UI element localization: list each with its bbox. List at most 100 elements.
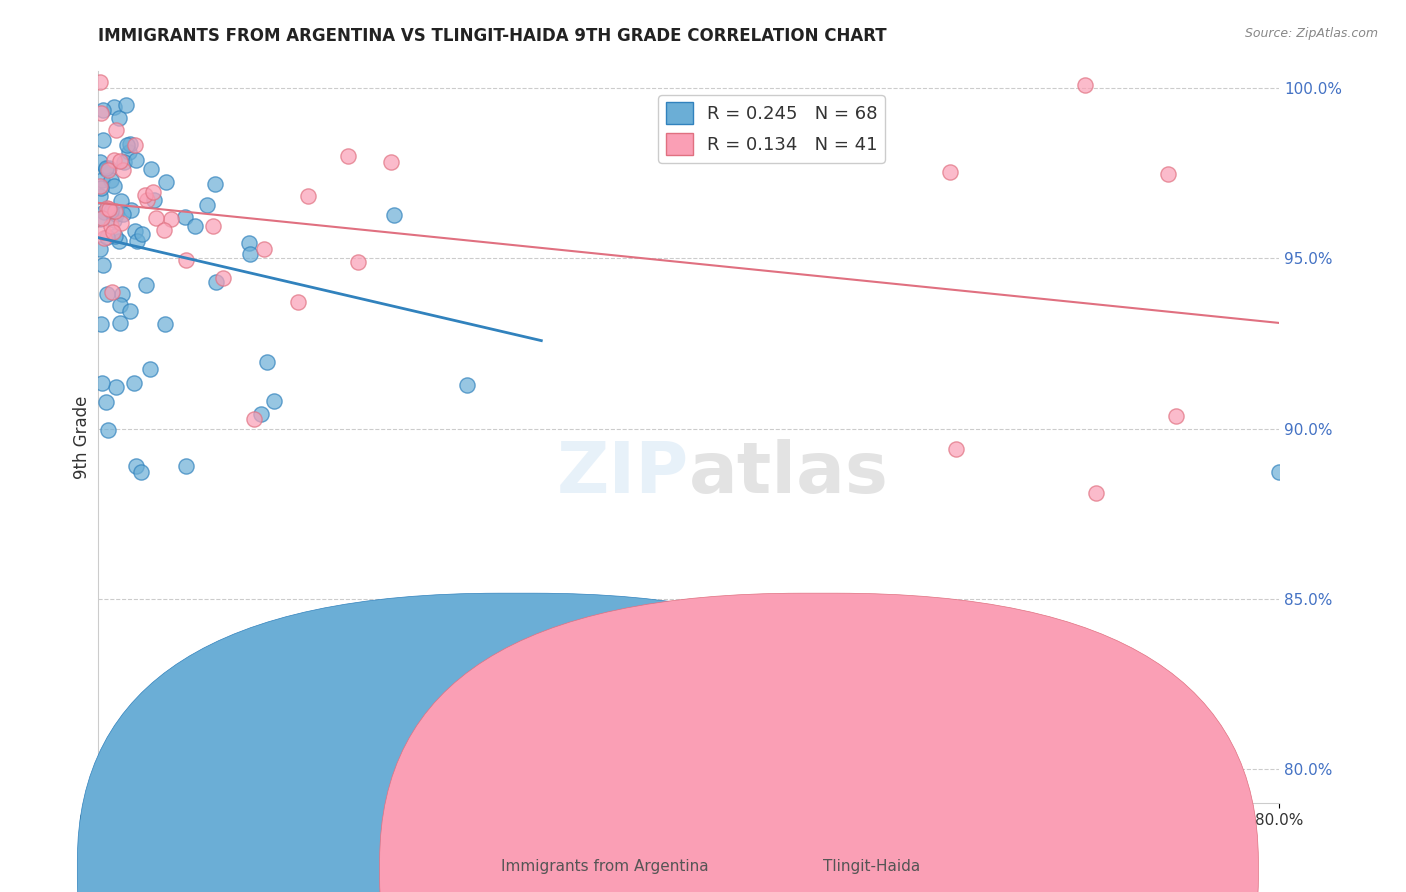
Point bbox=[93, 204, 115, 219]
Point bbox=[250, 407, 273, 421]
Point bbox=[125, 458, 148, 473]
Point bbox=[238, 235, 260, 250]
Point bbox=[97, 161, 120, 175]
Point bbox=[108, 316, 131, 330]
Point bbox=[91, 225, 114, 239]
Point bbox=[212, 270, 235, 285]
Point bbox=[103, 179, 125, 194]
Point bbox=[239, 247, 262, 261]
Point bbox=[91, 211, 114, 225]
Point bbox=[111, 286, 134, 301]
Point bbox=[97, 202, 120, 217]
Point bbox=[104, 229, 127, 244]
Point bbox=[108, 153, 131, 168]
Point bbox=[1268, 465, 1291, 479]
Point bbox=[97, 423, 120, 437]
Point bbox=[1074, 78, 1097, 92]
Point bbox=[135, 277, 157, 292]
Point bbox=[127, 234, 149, 248]
Point bbox=[91, 133, 114, 147]
Point bbox=[382, 208, 405, 222]
Point bbox=[89, 75, 111, 89]
Point bbox=[263, 393, 285, 408]
Point bbox=[112, 207, 135, 221]
Point bbox=[89, 212, 111, 227]
Point bbox=[120, 136, 142, 151]
Point bbox=[131, 227, 153, 241]
Point bbox=[174, 459, 197, 474]
Point bbox=[89, 179, 111, 194]
Point bbox=[131, 465, 153, 479]
Point bbox=[108, 111, 131, 125]
Point bbox=[90, 106, 112, 120]
Point bbox=[110, 217, 132, 231]
Point bbox=[195, 198, 218, 212]
Point bbox=[118, 304, 141, 318]
Text: Tlingit-Haida: Tlingit-Haida bbox=[823, 859, 921, 874]
Point bbox=[89, 317, 111, 331]
Point bbox=[142, 185, 165, 199]
Point bbox=[124, 138, 146, 153]
Point bbox=[103, 153, 125, 167]
Point bbox=[118, 145, 141, 159]
Point bbox=[93, 231, 115, 245]
Point bbox=[153, 317, 176, 331]
Point bbox=[184, 219, 207, 233]
Point bbox=[105, 122, 128, 136]
Point bbox=[104, 207, 127, 221]
Point bbox=[141, 161, 163, 176]
Point bbox=[89, 242, 111, 256]
Point bbox=[103, 213, 125, 227]
Point bbox=[101, 285, 124, 299]
Point bbox=[89, 154, 111, 169]
Point bbox=[159, 211, 181, 226]
Point bbox=[173, 211, 195, 225]
Point bbox=[104, 380, 127, 394]
Point bbox=[1157, 167, 1180, 181]
Point bbox=[939, 165, 962, 179]
Point bbox=[107, 234, 129, 248]
Point bbox=[96, 286, 118, 301]
Point bbox=[91, 376, 114, 390]
Point bbox=[145, 211, 167, 225]
Point bbox=[103, 225, 125, 239]
Point bbox=[155, 175, 177, 189]
Point bbox=[96, 230, 118, 244]
Point bbox=[142, 194, 165, 208]
Point bbox=[112, 155, 135, 169]
Text: Source: ZipAtlas.com: Source: ZipAtlas.com bbox=[1244, 27, 1378, 40]
Point bbox=[136, 194, 159, 208]
Point bbox=[134, 188, 156, 202]
Legend: R = 0.245   N = 68, R = 0.134   N = 41: R = 0.245 N = 68, R = 0.134 N = 41 bbox=[658, 95, 884, 162]
Point bbox=[242, 411, 264, 425]
Point bbox=[202, 219, 225, 234]
Text: Immigrants from Argentina: Immigrants from Argentina bbox=[501, 859, 709, 874]
Point bbox=[287, 295, 309, 310]
Point bbox=[1085, 486, 1108, 500]
Point bbox=[96, 394, 118, 409]
Point bbox=[124, 153, 146, 167]
Point bbox=[89, 189, 111, 203]
Point bbox=[120, 202, 142, 217]
Point bbox=[104, 204, 127, 219]
Point bbox=[100, 173, 122, 187]
Text: IMMIGRANTS FROM ARGENTINA VS TLINGIT-HAIDA 9TH GRADE CORRELATION CHART: IMMIGRANTS FROM ARGENTINA VS TLINGIT-HAI… bbox=[98, 27, 887, 45]
Point bbox=[252, 242, 274, 256]
Point bbox=[456, 377, 478, 392]
Point bbox=[111, 162, 134, 177]
Point bbox=[124, 223, 146, 237]
Point bbox=[103, 100, 125, 114]
Point bbox=[122, 376, 145, 390]
Point bbox=[153, 223, 176, 237]
Point bbox=[91, 103, 114, 117]
Point bbox=[90, 173, 112, 187]
Point bbox=[945, 442, 967, 457]
Point bbox=[100, 219, 122, 233]
Text: ZIP: ZIP bbox=[557, 439, 689, 508]
Point bbox=[336, 149, 359, 163]
Point bbox=[139, 362, 162, 376]
Point bbox=[347, 255, 370, 269]
Point bbox=[204, 177, 226, 191]
Point bbox=[110, 298, 132, 312]
Point bbox=[91, 258, 114, 272]
